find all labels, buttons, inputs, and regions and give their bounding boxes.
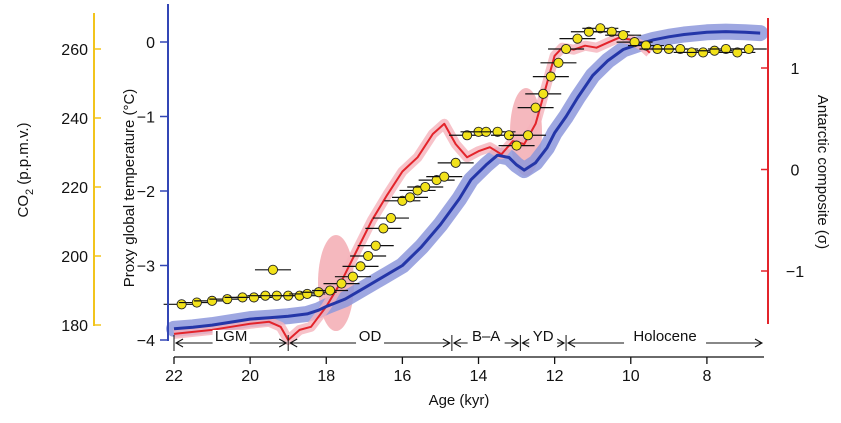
x-axis-title: Age (kyr): [429, 392, 490, 409]
period-arrow-right: [442, 338, 451, 348]
x-tick-label: 10: [622, 368, 640, 385]
co2-point: [176, 299, 187, 310]
period-arrow-right: [556, 338, 566, 348]
co2-point: [207, 295, 218, 306]
antarctic-composite-line: [173, 36, 651, 341]
period-label: LGM: [215, 328, 248, 345]
co2-axis-title: CO2 (p.p.m.v.): [15, 122, 36, 217]
co2-point: [347, 271, 358, 282]
period-label-bg: [624, 330, 707, 350]
period-arrow-right: [511, 338, 520, 348]
period-label: YD: [533, 328, 554, 345]
antarctic-tick-label: 0: [791, 163, 800, 180]
axis-labels: Age (kyr) Proxy global temperature (°C) CO…: [15, 89, 831, 409]
temperature-tick-label: −2: [137, 184, 155, 201]
co2-point: [267, 264, 279, 275]
co2-title-main: CO: [15, 195, 32, 218]
temperature-tick-label: −1: [137, 110, 155, 127]
co2-point: [302, 288, 313, 300]
antarctic-tick-label: −1: [786, 264, 804, 281]
co2-point: [313, 287, 324, 298]
temperature-tick-label: −4: [137, 333, 155, 350]
co2-tick-label: 200: [61, 249, 88, 266]
co2-point: [640, 40, 652, 51]
period-label-bg: [356, 330, 385, 350]
co2-point: [522, 130, 534, 141]
x-tick-label: 20: [241, 368, 259, 385]
co2-point: [325, 285, 336, 296]
period-arrow-left: [174, 338, 184, 348]
period-arrow-left: [521, 338, 530, 348]
temperature-axis-title: Proxy global temperature (°C): [121, 89, 138, 288]
co2-point: [720, 43, 731, 55]
co2-tick-label: 180: [61, 318, 88, 335]
co2-point: [606, 26, 617, 37]
co2-title-units: (p.p.m.v.): [15, 122, 32, 188]
co2-point: [553, 57, 564, 68]
co2-point: [336, 278, 347, 289]
x-tick-label: 22: [165, 368, 183, 385]
co2-point: [709, 45, 720, 56]
antarctic-tick-label: 1: [791, 61, 800, 78]
co2-point: [378, 223, 389, 234]
co2-point: [530, 102, 541, 113]
co2-point: [545, 71, 556, 82]
co2-point: [450, 157, 461, 168]
period-arrow-left: [452, 338, 462, 348]
period-arrow-left: [289, 338, 298, 348]
co2-point: [561, 43, 572, 55]
period-arrow-left: [566, 338, 576, 348]
co2-tick-label: 240: [61, 111, 88, 128]
co2-point: [222, 294, 233, 305]
x-tick-label: 18: [317, 368, 335, 385]
co2-point: [439, 171, 450, 182]
x-tick-label: 12: [546, 368, 564, 385]
co2-title-subscript: 2: [24, 189, 36, 195]
co2-point: [618, 30, 629, 41]
co2-point: [191, 297, 202, 308]
co2-point: [698, 47, 709, 58]
temperature-tick-label: −3: [137, 259, 155, 276]
period-arrow-right: [278, 338, 288, 348]
period-arrow-right: [754, 338, 764, 348]
co2-tick-label: 260: [61, 42, 88, 59]
x-tick-label: 8: [702, 368, 711, 385]
x-tick-label: 14: [470, 368, 488, 385]
co2-point: [675, 43, 686, 55]
temperature-band: [166, 23, 769, 337]
period-label-bg: [467, 330, 505, 350]
co2-point: [732, 47, 743, 58]
co2-point: [462, 130, 473, 141]
co2-point: [629, 37, 640, 48]
period-annotations: LGM OD B–A YD Holocene: [173, 328, 764, 351]
co2-point: [583, 26, 594, 37]
co2-point: [538, 88, 549, 99]
co2-point: [420, 181, 431, 193]
co2-point: [404, 192, 416, 203]
co2-point: [511, 140, 522, 151]
co2-point: [385, 212, 397, 224]
period-label: OD: [359, 328, 382, 345]
co2-point: [363, 250, 374, 262]
period-label-bg: [529, 330, 558, 350]
co2-point: [370, 240, 381, 251]
co2-point: [492, 126, 503, 137]
co2-tick-label: 220: [61, 180, 88, 197]
co2-point: [572, 33, 583, 44]
co2-point: [355, 261, 366, 272]
temperature-tick-label: 0: [146, 35, 155, 52]
co2-point: [743, 43, 754, 55]
co2-point: [595, 23, 606, 34]
antarctic-axis-title: Antarctic composite (σ): [814, 95, 831, 249]
x-tick-label: 16: [393, 368, 411, 385]
period-label: B–A: [472, 328, 500, 345]
co2-points: [163, 23, 767, 310]
co2-point: [248, 292, 259, 303]
period-label: Holocene: [633, 328, 696, 345]
period-label-bg: [212, 330, 250, 350]
